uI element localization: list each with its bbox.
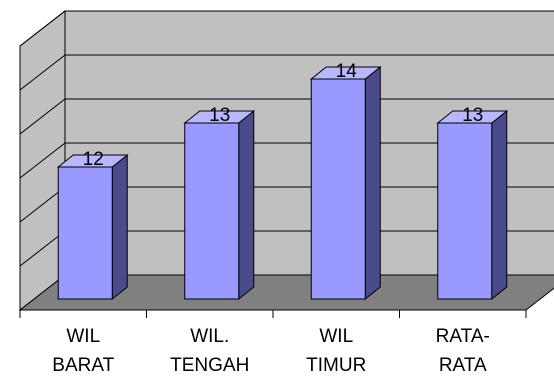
data-label: 13 xyxy=(209,105,230,126)
gridline-side xyxy=(19,142,66,179)
bar-front xyxy=(184,122,240,300)
gridline-side xyxy=(19,186,66,223)
gridline-side xyxy=(19,54,66,91)
x-tick-label: TENGAH xyxy=(170,355,249,376)
bar-side xyxy=(364,65,381,301)
x-tick-label: BARAT xyxy=(52,355,114,376)
bar-side xyxy=(238,109,255,301)
x-tick-label: TIMUR xyxy=(306,355,366,376)
bar-front xyxy=(310,78,366,300)
bar xyxy=(183,109,256,301)
bar xyxy=(436,109,509,301)
bar-side xyxy=(111,153,128,301)
gridline-side xyxy=(19,230,66,267)
chart-bars xyxy=(56,65,509,301)
chart-data-labels: 12 13 14 13 xyxy=(83,61,484,170)
bar xyxy=(56,153,129,301)
x-tick-label: RATA- xyxy=(436,326,490,347)
bar-side xyxy=(491,109,508,301)
data-label: 13 xyxy=(462,105,483,126)
x-tick-label: WIL xyxy=(319,326,353,347)
bar xyxy=(309,65,382,301)
x-tick-label: WIL xyxy=(66,326,100,347)
bar-front xyxy=(57,166,113,300)
gridline-side xyxy=(19,10,66,47)
gridline-side xyxy=(19,98,66,135)
x-axis: WIL BARAT WIL. TENGAH WIL TIMUR RATA- RATA xyxy=(19,309,527,376)
x-tick-label: WIL. xyxy=(190,326,229,347)
data-label: 14 xyxy=(336,61,358,82)
data-label: 12 xyxy=(83,149,104,170)
x-tick-label: RATA xyxy=(439,355,487,376)
bar-front xyxy=(437,122,493,300)
